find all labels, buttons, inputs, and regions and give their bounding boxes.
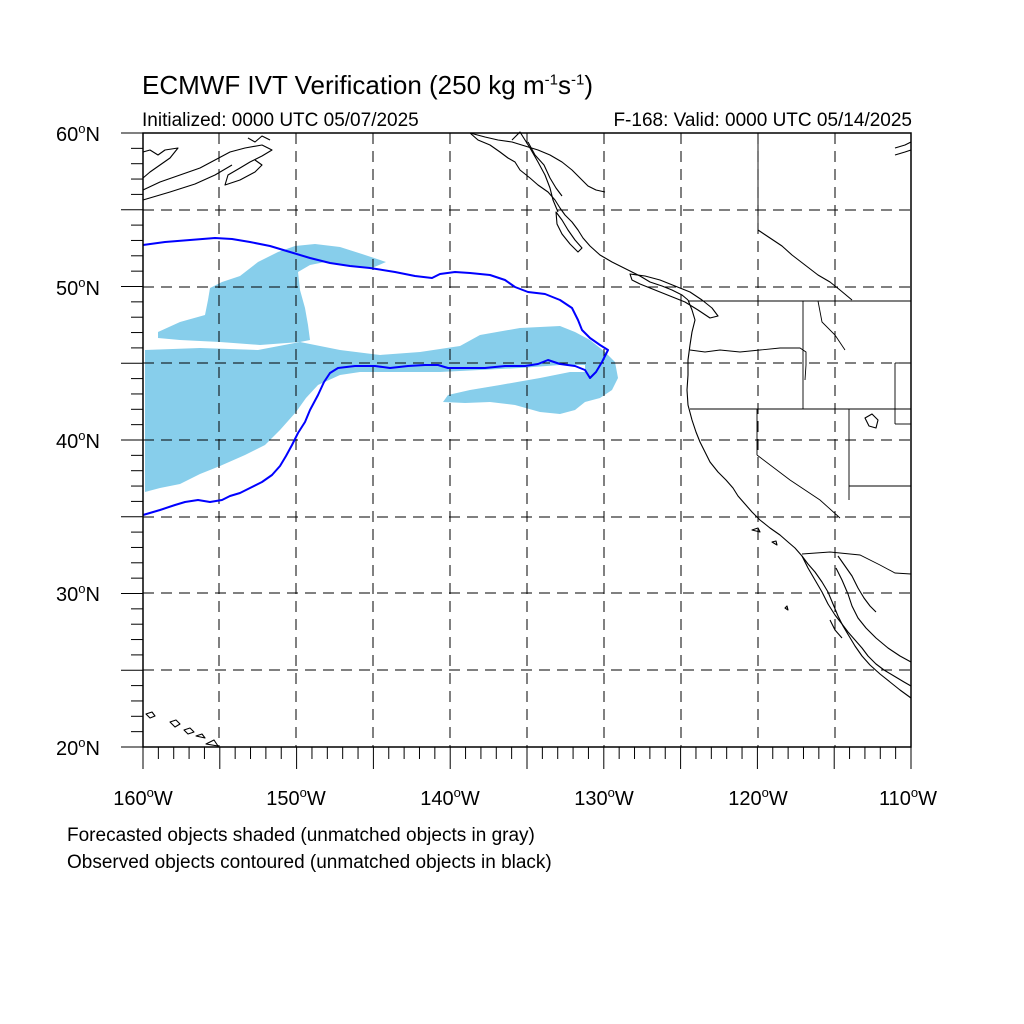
forecast-object-north [158, 244, 386, 345]
tick-marks [121, 132, 912, 769]
lon-label-130: 130oW [574, 785, 634, 810]
lat-label-20: 20oN [56, 735, 100, 760]
lon-label-150: 150oW [266, 785, 326, 810]
valid-time-label: F-168: Valid: 0000 UTC 05/14/2025 [613, 110, 912, 131]
lon-label-140: 140oW [420, 785, 480, 810]
longitude-labels: 160oW 150oW 140oW 130oW 120oW 110oW [113, 785, 937, 810]
forecast-object-northwest [145, 326, 618, 492]
lat-label-60: 60oN [56, 121, 100, 146]
forecast-objects [145, 244, 618, 492]
latitude-labels: 60oN 50oN 40oN 30oN 20oN [56, 121, 100, 760]
lon-label-120: 120oW [728, 785, 788, 810]
lat-label-40: 40oN [56, 428, 100, 453]
graticule [143, 133, 911, 747]
lat-label-30: 30oN [56, 581, 100, 606]
lon-label-110: 110oW [879, 785, 937, 810]
footnote-forecast: Forecasted objects shaded (unmatched obj… [67, 825, 535, 846]
political-boundaries [688, 133, 912, 575]
lat-label-50: 50oN [56, 275, 100, 300]
init-time-label: Initialized: 0000 UTC 05/07/2025 [142, 110, 419, 131]
observed-objects [142, 237, 609, 516]
footnote-observed: Observed objects contoured (unmatched ob… [67, 852, 552, 873]
lon-label-160: 160oW [113, 785, 173, 810]
observed-object-contour [142, 237, 609, 516]
map-title: ECMWF IVT Verification (250 kg m-1s-1) [142, 70, 593, 100]
coastlines [142, 131, 912, 747]
